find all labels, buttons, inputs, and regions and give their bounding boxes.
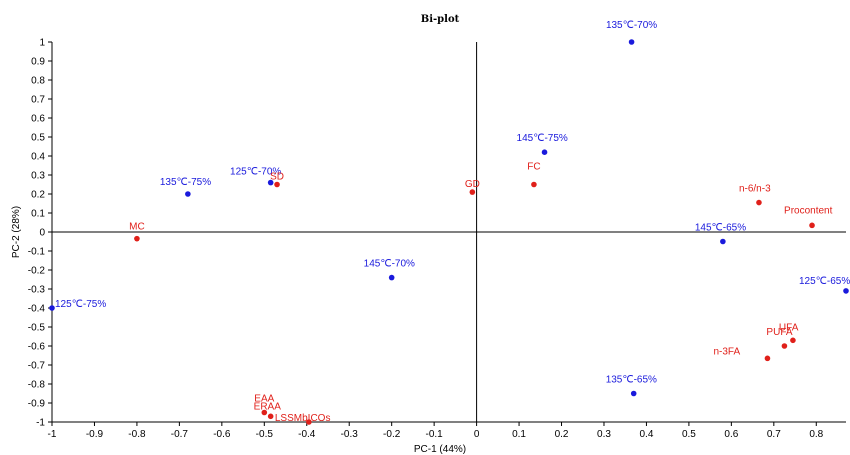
y-tick-label: 0.2 xyxy=(31,190,45,201)
x-tick-label: -0.7 xyxy=(171,429,189,440)
x-tick-label: 0.1 xyxy=(512,429,526,440)
point-label: 145℃-75% xyxy=(517,133,568,144)
x-tick-label: 0.2 xyxy=(555,429,569,440)
y-tick-label: 0 xyxy=(39,228,45,239)
x-tick-label: -0.4 xyxy=(298,429,316,440)
y-tick-label: 0.8 xyxy=(31,76,45,87)
data-point xyxy=(790,337,796,344)
data-point xyxy=(720,238,726,245)
x-tick-label: -0.1 xyxy=(426,429,444,440)
point-label: 135℃-75% xyxy=(160,177,211,188)
y-tick-label: -1 xyxy=(36,418,45,429)
point-label: 125℃-70% xyxy=(230,167,281,178)
data-point xyxy=(388,274,395,281)
data-point xyxy=(809,222,815,229)
x-tick-label: 0.5 xyxy=(682,429,696,440)
point-label: SD xyxy=(270,172,284,183)
data-point xyxy=(267,179,274,186)
x-tick-label: -0.3 xyxy=(341,429,359,440)
data-point xyxy=(274,181,280,188)
tick-labels: 1 0.9 0.8 0.7 0.6 0.5 0.4 0.3 0.2 0.1 0 -0.1 -0.2 -0.… xyxy=(28,38,824,441)
x-tick-label: 0 xyxy=(474,429,480,440)
axes xyxy=(48,41,846,426)
y-tick-label: -0.3 xyxy=(28,285,46,296)
point-label: LSSMbICOs xyxy=(275,413,331,424)
point-label: UFA xyxy=(779,322,799,333)
y-tick-label: 0.1 xyxy=(31,209,45,220)
data-point xyxy=(628,39,635,45)
y-tick-label: -0.8 xyxy=(28,380,46,391)
data-point xyxy=(541,149,548,155)
data-point xyxy=(134,235,140,242)
y-tick-label: 1 xyxy=(39,38,45,49)
data-point xyxy=(267,413,274,420)
y-tick-label: 0.5 xyxy=(31,133,45,144)
x-tick-label: 0.7 xyxy=(767,429,781,440)
x-tick-label: -0.6 xyxy=(213,429,231,440)
point-label: 125℃-75% xyxy=(55,299,106,310)
y-tick-label: 0.4 xyxy=(31,152,45,163)
point-label: n-6/n-3 xyxy=(739,184,771,195)
data-point xyxy=(630,390,637,397)
point-label: PUFA xyxy=(766,327,792,338)
point-label: 135℃-65% xyxy=(606,375,657,386)
data-point xyxy=(531,181,537,188)
x-tick-label: -0.2 xyxy=(383,429,401,440)
point-label: n-3FA xyxy=(713,346,740,357)
point-label: 125℃-65% xyxy=(799,276,850,287)
x-tick-label: 0.4 xyxy=(639,429,653,440)
x-tick-label: -0.8 xyxy=(128,429,146,440)
y-tick-label: 0.7 xyxy=(31,95,45,106)
point-label: EAA xyxy=(254,394,274,405)
point-label: 135℃-70% xyxy=(606,20,657,31)
data-point xyxy=(306,419,312,425)
y-tick-label: -0.9 xyxy=(28,399,46,410)
data-point xyxy=(781,343,788,349)
chart-title: Bi-plot xyxy=(421,14,460,25)
data-point xyxy=(185,191,191,197)
point-label: 145℃-70% xyxy=(364,259,415,270)
x-tick-label: 0.8 xyxy=(809,429,823,440)
data-point xyxy=(261,409,268,416)
y-tick-label: -0.4 xyxy=(28,304,46,315)
x-tick-label: -1 xyxy=(48,429,57,440)
y-axis-label: PC-2 (28%) xyxy=(11,206,22,258)
data-point xyxy=(49,305,55,311)
data-point xyxy=(764,355,771,362)
y-tick-label: -0.6 xyxy=(28,342,46,353)
x-axis-label: PC-1 (44%) xyxy=(414,444,466,455)
x-tick-label: -0.5 xyxy=(256,429,274,440)
y-tick-label: 0.6 xyxy=(31,114,45,125)
point-label: Procontent xyxy=(784,205,833,216)
y-tick-label: -0.1 xyxy=(28,247,46,258)
point-label: ERAA xyxy=(254,401,282,412)
data-point xyxy=(756,199,762,206)
y-tick-label: -0.7 xyxy=(28,361,46,372)
point-label: GD xyxy=(465,179,480,190)
x-tick-label: -0.9 xyxy=(86,429,104,440)
y-tick-label: -0.5 xyxy=(28,323,46,334)
point-label: FC xyxy=(527,162,540,173)
data-points: 135℃-70% 145℃-75% 125℃-70% 135℃-75% 145℃-65%… xyxy=(49,20,850,425)
data-point xyxy=(843,288,849,294)
y-tick-label: 0.3 xyxy=(31,171,45,182)
point-label: MC xyxy=(129,222,145,233)
data-point xyxy=(469,189,476,195)
x-tick-label: 0.3 xyxy=(597,429,611,440)
y-tick-label: -0.2 xyxy=(28,266,46,277)
point-label: 145℃-65% xyxy=(695,223,746,234)
y-tick-label: 0.9 xyxy=(31,57,45,68)
x-tick-label: 0.6 xyxy=(724,429,738,440)
